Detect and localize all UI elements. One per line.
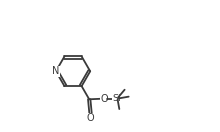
Text: O: O: [87, 113, 94, 123]
Text: Si: Si: [113, 94, 121, 103]
Text: O: O: [101, 94, 108, 104]
Text: N: N: [52, 66, 60, 76]
